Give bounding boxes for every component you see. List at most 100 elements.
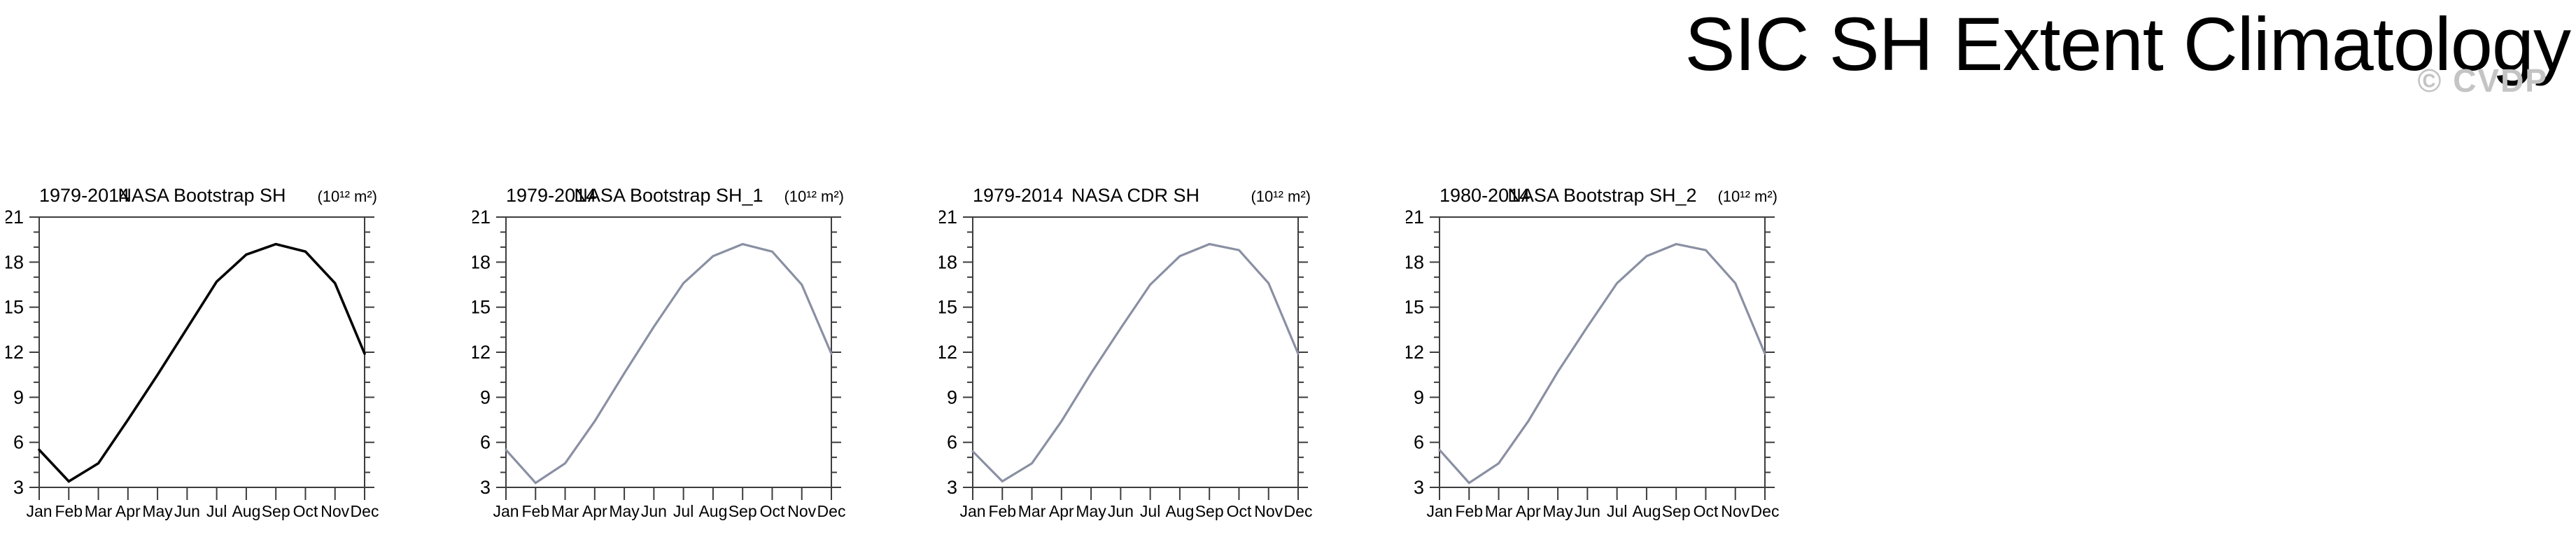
x-month-label: Jul	[1607, 502, 1627, 520]
x-month-label: Aug	[1632, 502, 1661, 520]
x-month-label: Aug	[698, 502, 727, 520]
y-tick-label: 9	[13, 387, 24, 408]
y-tick-label: 15	[939, 297, 957, 318]
climatology-chart-panel: 1979-2014 NASA CDR SH (10¹² m²) 3 6 9 12 15 18 21…	[939, 185, 1312, 520]
y-tick-label: 6	[480, 432, 491, 453]
page-title: SIC SH Extent Climatology	[1684, 1, 2571, 86]
y-axis: 3 6 9 12 15 18 21	[6, 207, 374, 498]
y-tick-label: 12	[6, 342, 24, 363]
x-month-label: Jun	[1575, 502, 1600, 520]
x-month-label: Dec	[1751, 502, 1780, 520]
y-tick-label: 21	[939, 207, 957, 228]
x-month-label: Feb	[55, 502, 83, 520]
y-tick-label: 18	[472, 251, 491, 272]
plot-frame	[38, 216, 365, 488]
y-tick-label: 6	[947, 432, 957, 453]
x-month-label: Mar	[1018, 502, 1046, 520]
chart-period-label: 1980-2014	[1440, 185, 1530, 206]
x-month-label: Jan	[1426, 502, 1452, 520]
y-tick-label: 15	[472, 297, 491, 318]
x-month-label: Sep	[729, 502, 757, 520]
y-tick-label: 12	[472, 342, 491, 363]
x-month-label: Oct	[293, 502, 318, 520]
x-month-label: Oct	[1227, 502, 1252, 520]
x-axis: Jan Feb Mar Apr May Jun Jul Aug Sep Oct Nov Dec	[26, 487, 379, 520]
y-tick-label: 6	[1414, 432, 1424, 453]
x-month-label: May	[609, 502, 640, 520]
chart-units-label: (10¹² m²)	[317, 188, 377, 205]
x-month-label: Sep	[262, 502, 290, 520]
y-axis: 3 6 9 12 15 18 21	[939, 207, 1308, 498]
y-tick-label: 21	[1406, 207, 1424, 228]
chart-units-label: (10¹² m²)	[1717, 188, 1778, 205]
x-month-label: Nov	[787, 502, 816, 520]
x-month-label: May	[1076, 502, 1106, 520]
plot-frame	[505, 216, 832, 488]
x-month-label: Apr	[115, 502, 141, 520]
x-month-label: Sep	[1662, 502, 1691, 520]
y-tick-label: 6	[13, 432, 24, 453]
chart-title: NASA CDR SH	[1071, 185, 1199, 206]
x-month-label: May	[1542, 502, 1573, 520]
x-month-label: Apr	[1516, 502, 1541, 520]
x-month-label: Sep	[1195, 502, 1224, 520]
x-month-label: Dec	[351, 502, 379, 520]
chart-period-label: 1979-2014	[506, 185, 596, 206]
x-month-label: Jan	[493, 502, 519, 520]
plot-frame	[1439, 216, 1766, 488]
extent-climatology-line	[971, 242, 1300, 483]
extent-climatology-line	[505, 242, 833, 485]
chart-title: NASA Bootstrap SH	[118, 185, 286, 206]
x-month-label: Jul	[1140, 502, 1160, 520]
y-tick-label: 18	[939, 251, 957, 272]
y-axis: 3 6 9 12 15 18 21	[472, 207, 841, 498]
x-month-label: Mar	[85, 502, 113, 520]
x-month-label: Nov	[1254, 502, 1283, 520]
y-tick-label: 15	[1406, 297, 1424, 318]
x-month-label: Nov	[321, 502, 349, 520]
y-tick-label: 12	[939, 342, 957, 363]
chart-units-label: (10¹² m²)	[784, 188, 844, 205]
x-month-label: Dec	[817, 502, 846, 520]
chart-period-label: 1979-2014	[973, 185, 1063, 206]
x-axis: Jan Feb Mar Apr May Jun Jul Aug Sep Oct Nov Dec	[959, 487, 1312, 520]
chart-title: NASA Bootstrap SH_1	[574, 185, 763, 206]
x-month-label: Oct	[760, 502, 785, 520]
y-tick-label: 9	[947, 387, 957, 408]
x-month-label: Jun	[641, 502, 667, 520]
y-tick-label: 15	[6, 297, 24, 318]
x-month-label: Oct	[1694, 502, 1719, 520]
y-tick-label: 3	[480, 477, 491, 498]
x-month-label: Jun	[1108, 502, 1134, 520]
y-tick-label: 3	[1414, 477, 1424, 498]
y-tick-label: 21	[6, 207, 24, 228]
x-month-label: Jan	[26, 502, 52, 520]
x-axis: Jan Feb Mar Apr May Jun Jul Aug Sep Oct Nov Dec	[493, 487, 845, 520]
y-tick-label: 18	[6, 251, 24, 272]
y-tick-label: 3	[947, 477, 957, 498]
x-month-label: Apr	[582, 502, 607, 520]
x-month-label: Jul	[206, 502, 227, 520]
x-month-label: Mar	[1485, 502, 1513, 520]
chart-units-label: (10¹² m²)	[1251, 188, 1311, 205]
y-tick-label: 9	[480, 387, 491, 408]
plot-frame	[972, 216, 1299, 488]
x-month-label: Feb	[1455, 502, 1483, 520]
x-month-label: Feb	[521, 502, 549, 520]
y-tick-label: 12	[1406, 342, 1424, 363]
chart-title: NASA Bootstrap SH_2	[1507, 185, 1696, 206]
x-month-label: Mar	[551, 502, 579, 520]
watermark-cvdp: © CVDP	[2417, 62, 2548, 99]
y-tick-label: 3	[13, 477, 24, 498]
x-axis: Jan Feb Mar Apr May Jun Jul Aug Sep Oct Nov Dec	[1426, 487, 1779, 520]
y-axis: 3 6 9 12 15 18 21	[1406, 207, 1775, 498]
y-tick-label: 9	[1414, 387, 1424, 408]
x-month-label: Jun	[174, 502, 200, 520]
chart-period-label: 1979-2014	[39, 185, 129, 206]
y-tick-label: 18	[1406, 251, 1424, 272]
